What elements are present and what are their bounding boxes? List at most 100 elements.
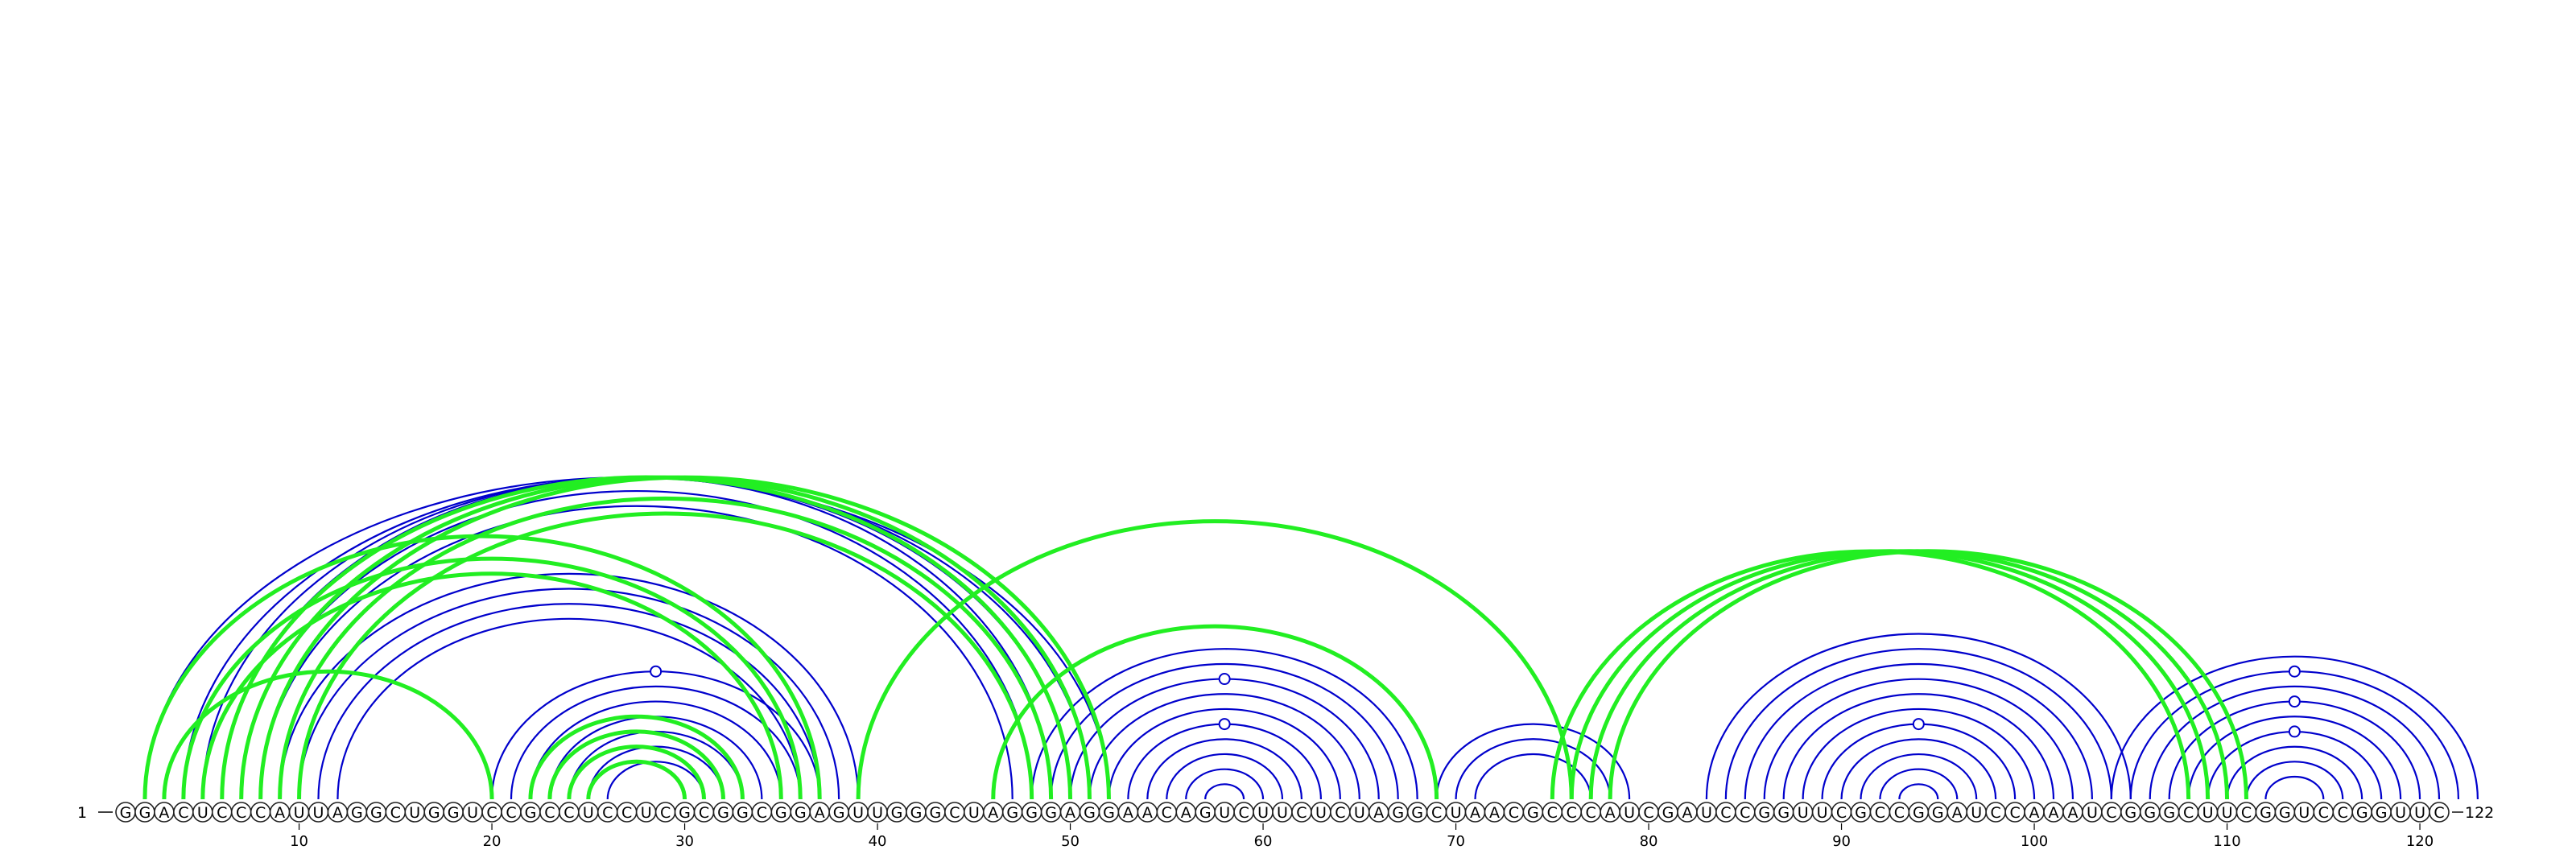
primary-arc-86-102 [1763,678,2074,800]
nucleotide-letter: G [1084,804,1096,822]
nucleotide-letter: G [2356,804,2368,822]
nucleotide-letter: U [2298,804,2310,822]
nucleotide-letter: U [1971,804,1982,822]
primary-arc-109-118 [2207,730,2383,800]
primary-arc-52-64 [1108,707,1341,800]
nucleotide-letter: U [1798,804,1809,822]
axis-tick-label: 60 [1254,833,1273,850]
primary-arc-55-61 [1166,753,1284,800]
nucleotide-letter: G [448,804,460,822]
nucleotide-letter: C [1894,804,1905,822]
nucleotide-letter: G [428,804,440,822]
nucleotide-letter: U [2202,804,2214,822]
primary-arc-110-117 [2226,745,2363,800]
nucleotide-letter: G [2376,804,2388,822]
axis-tick-label: 30 [675,833,694,850]
nucleotide-letter: G [1758,804,1770,822]
nucleotide-letter: A [2067,804,2078,822]
nucleotide-letter: G [795,804,807,822]
primary-arc-56-60 [1185,768,1265,800]
secondary-arc-39-76 [856,518,1574,800]
pair-marker-layer [650,665,2301,738]
primary-arc-11-37 [317,603,821,800]
nucleotide-letter: C [699,804,709,822]
axis-tick-label: 20 [483,833,502,850]
primary-arc-54-62 [1146,738,1303,800]
nucleotide-letter: U [872,804,883,822]
nucleotide-letter: A [815,804,825,822]
secondary-arc-layer [142,475,2248,800]
nucleotide-letter: C [2183,804,2194,822]
nucleotide-letter: A [1952,804,1963,822]
nucleotide-letter: G [1527,804,1539,822]
primary-arc-106-121 [2149,685,2441,800]
secondary-arc-78-111 [1608,549,2248,800]
nucleotide-letter: G [1045,804,1057,822]
nucleotide-letter: U [467,804,478,822]
nucleotide-letter: C [1567,804,1577,822]
pair-marker [2288,695,2301,708]
primary-arc-70-78 [1455,738,1612,800]
nucleotide-letter: C [949,804,960,822]
nucleotide-letter: C [1740,804,1750,822]
primary-arc-12-36 [336,617,802,800]
nucleotide-letter: G [930,804,942,822]
nucleotide-letter: C [1586,804,1596,822]
nucleotide-letter: C [757,804,767,822]
nucleotide-letter: A [1489,804,1500,822]
position-axis: 10 20 30 40 50 60 70 80 90 100 110 120 [290,823,2434,850]
nucleotide-letter: A [275,804,285,822]
nucleotide-letter: U [1701,804,1712,822]
nucleotide-letter: C [2318,804,2329,822]
primary-arc-8-47 [259,505,1013,800]
nucleotide-letter: A [1373,804,1384,822]
secondary-arc-4-36 [181,556,803,800]
nucleotide-letter: C [1335,804,1345,822]
primary-arc-104-123 [2110,655,2479,800]
nucleotide-letter: G [1411,804,1423,822]
nucleotide-letter: G [1103,804,1115,822]
nucleotide-letter: G [1932,804,1944,822]
nucleotide-letter: U [294,804,305,822]
secondary-arc-22-33 [528,714,745,800]
secondary-arc-76-109 [1569,549,2211,800]
primary-arc-111-116 [2245,761,2344,800]
nucleotide-letter: U [1817,804,1828,822]
axis-tick-label: 110 [2213,833,2240,850]
nucleotide-letter: U [968,804,980,822]
nucleotide-letter: G [1913,804,1925,822]
nucleotide-letter: A [1605,804,1616,822]
nucleotide-letter: U [2222,804,2233,822]
nucleotide-letter: G [891,804,903,822]
primary-arc-92-96 [1879,768,1959,800]
nucleotide-letter: U [583,804,594,822]
nucleotide-letter: U [641,804,652,822]
primary-arc-108-119 [2187,716,2402,800]
nucleotide-letter: A [1181,804,1191,822]
nucleotide-letter: C [1720,804,1731,822]
nucleotide-letter: G [717,804,729,822]
primary-arc-53-63 [1127,723,1322,800]
nucleotide-letter: G [1006,804,1018,822]
secondary-arc-3-20 [162,669,494,800]
primary-arc-57-59 [1204,783,1245,800]
nucleotide-letter: G [1392,804,1404,822]
nucleotide-letter: G [525,804,537,822]
primary-arc-93-95 [1898,783,1939,800]
nucleotide-letter: G [1777,804,1790,822]
nucleotide-letter: C [255,804,266,822]
primary-arc-85-103 [1744,662,2093,800]
primary-arc-49-67 [1050,662,1399,800]
nucleotide-letter: U [852,804,864,822]
secondary-arc-9-49 [278,496,1054,800]
nucleotide-letter: G [139,804,151,822]
nucleotide-letter: C [2241,804,2252,822]
axis-tick-label: 100 [2021,833,2048,850]
nucleotide-letter: A [2029,804,2040,822]
secondary-arc-46-69 [991,624,1439,800]
nucleotide-letter: U [1315,804,1327,822]
nucleotide-letter: C [1836,804,1847,822]
sequence-end-label: 122 [2465,804,2494,822]
nucleotide-letter: G [833,804,845,822]
